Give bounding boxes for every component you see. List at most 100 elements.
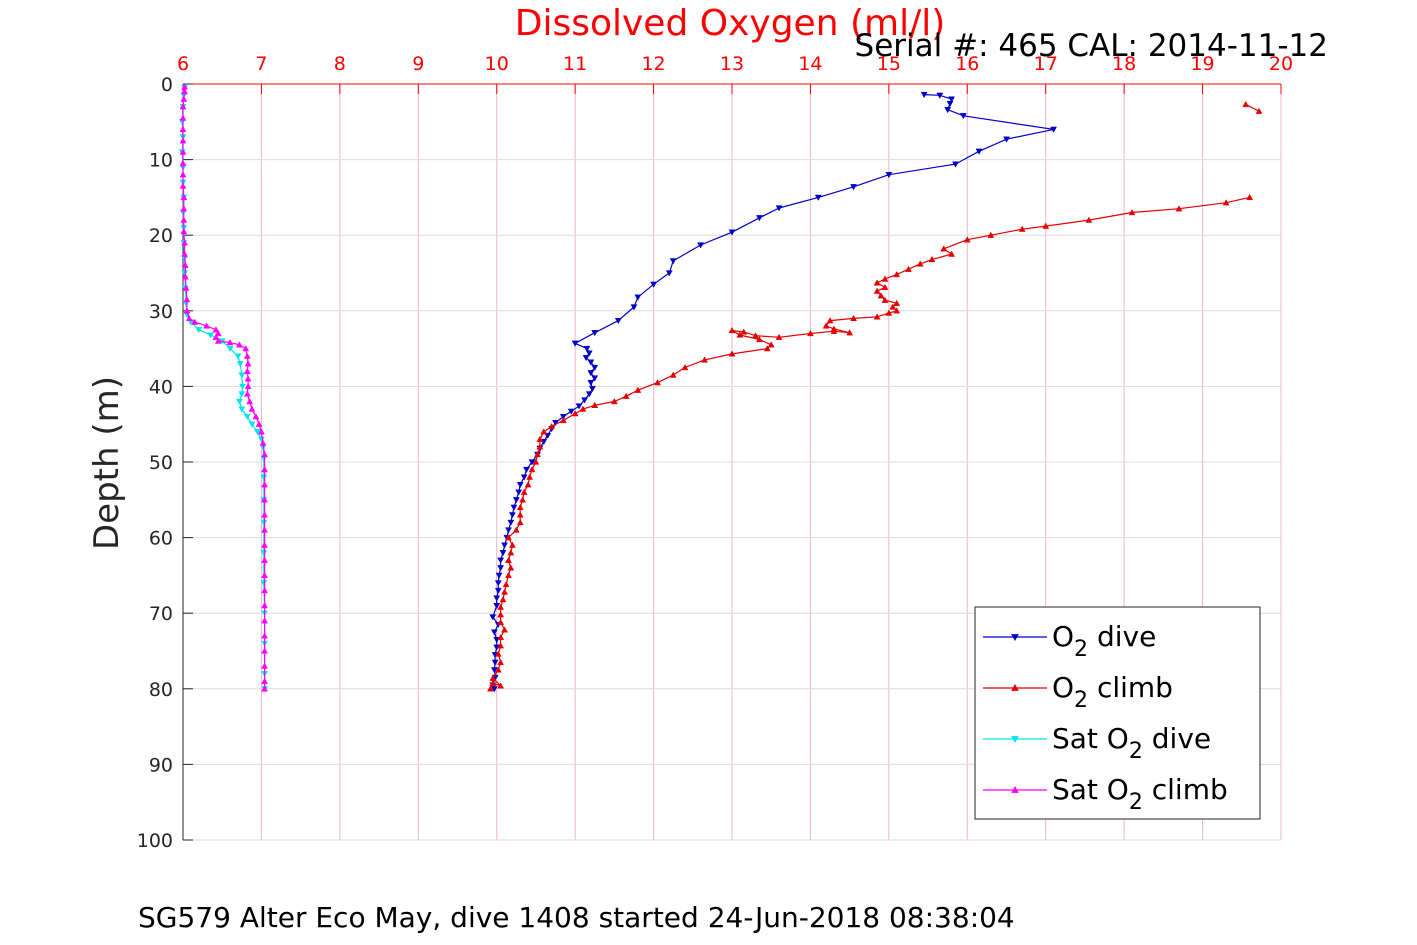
data-point: [494, 580, 502, 587]
grid: [182, 83, 1282, 841]
data-point: [587, 370, 595, 377]
data-point: [260, 580, 268, 587]
data-point: [571, 410, 579, 417]
series-4: [179, 83, 268, 692]
x-tick-label: 15: [877, 53, 901, 75]
data-point: [1042, 222, 1050, 229]
data-point: [234, 353, 242, 360]
y-axis-label: Depth (m): [87, 376, 127, 550]
data-point: [582, 355, 590, 362]
data-point: [203, 322, 210, 329]
data-point: [591, 330, 599, 337]
data-point: [244, 382, 252, 390]
legend-marker: [1011, 683, 1019, 691]
y-tick-label: 40: [149, 376, 173, 398]
legend-label: Sat O2 dive: [1052, 722, 1211, 764]
data-point: [552, 420, 559, 427]
data-point: [487, 685, 494, 692]
data-point: [499, 550, 507, 557]
data-point: [526, 473, 534, 480]
data-point: [489, 614, 497, 621]
y-tick-label: 30: [149, 301, 173, 323]
data-point: [524, 481, 532, 488]
data-point: [591, 364, 599, 372]
data-point: [185, 314, 193, 322]
data-point: [261, 541, 268, 548]
data-point: [775, 333, 783, 340]
legend-marker: [1011, 736, 1019, 744]
x-tick-label: 16: [955, 53, 979, 75]
data-point: [501, 588, 508, 595]
data-point: [236, 361, 244, 368]
data-point: [181, 88, 188, 95]
data-point: [261, 662, 268, 669]
data-point: [489, 674, 497, 681]
data-point: [260, 474, 268, 481]
data-point: [260, 550, 268, 557]
data-point: [1018, 225, 1026, 232]
data-point: [236, 341, 243, 348]
data-point: [585, 391, 593, 398]
data-point: [238, 406, 246, 413]
data-point: [243, 352, 251, 359]
data-point: [180, 205, 188, 212]
data-point: [740, 328, 748, 335]
data-point: [650, 281, 657, 288]
data-point: [494, 666, 502, 673]
data-point: [489, 679, 497, 687]
data-point: [238, 372, 246, 379]
data-point: [959, 113, 967, 120]
data-point: [243, 413, 251, 421]
data-point: [516, 518, 524, 526]
x-tick-label: 11: [563, 53, 587, 75]
data-point: [181, 83, 188, 90]
data-point: [669, 258, 677, 265]
data-point: [528, 459, 536, 466]
series-line: [181, 87, 266, 689]
x-tick-label: 7: [255, 53, 267, 75]
data-point: [523, 466, 530, 474]
data-point: [497, 603, 505, 610]
y-tick-label: 80: [149, 679, 173, 701]
data-point: [261, 647, 268, 654]
data-point: [252, 413, 260, 420]
data-point: [261, 466, 268, 473]
data-point: [579, 405, 587, 412]
legend-label-tail: climb: [1143, 773, 1228, 806]
data-point: [226, 345, 234, 353]
data-point: [1003, 136, 1010, 143]
data-point: [497, 611, 505, 618]
data-point: [634, 386, 642, 393]
data-point: [180, 227, 188, 235]
data-point: [701, 356, 708, 363]
data-point: [728, 350, 736, 357]
data-point: [505, 534, 512, 541]
data-point: [255, 420, 263, 427]
data-point: [728, 229, 736, 236]
data-point: [238, 391, 246, 398]
data-point: [248, 405, 256, 412]
series-2: [1242, 100, 1263, 114]
data-point: [226, 339, 234, 346]
legend-label-subscript: 2: [1129, 790, 1143, 815]
data-point: [534, 450, 541, 458]
data-point: [507, 519, 515, 526]
data-point: [987, 231, 995, 238]
data-point: [893, 307, 901, 314]
data-point: [261, 685, 268, 692]
data-point: [181, 270, 188, 277]
legend-marker: [1011, 785, 1019, 793]
data-point: [179, 148, 187, 155]
data-point: [614, 317, 622, 325]
data-point: [261, 587, 268, 594]
data-point: [763, 345, 771, 352]
x-tick-label: 17: [1034, 53, 1058, 75]
x-tick-label: 6: [177, 53, 189, 75]
data-point: [179, 182, 187, 189]
x-tick-label: 9: [412, 53, 424, 75]
data-point: [775, 205, 783, 212]
data-point: [532, 458, 540, 465]
x-tick-label: 12: [641, 53, 665, 75]
data-point: [591, 375, 599, 382]
data-point: [497, 633, 505, 641]
